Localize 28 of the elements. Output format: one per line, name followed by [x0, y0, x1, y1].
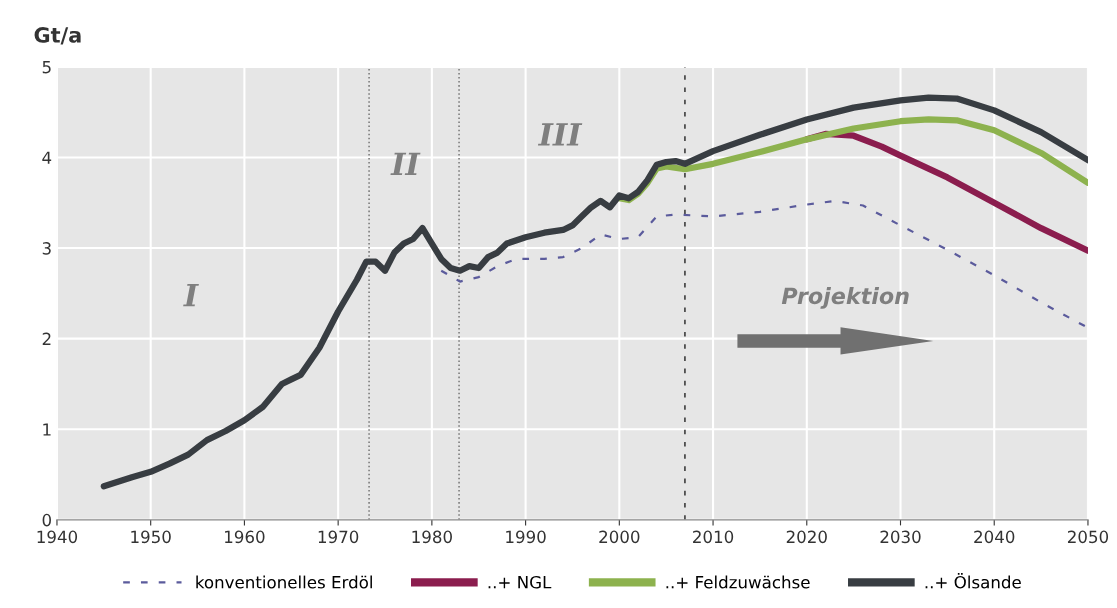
x-tick-label: 2040: [974, 530, 1015, 544]
x-tick-label: 1970: [318, 530, 359, 544]
annotation: III: [537, 123, 583, 146]
x-tick-label: 1940: [37, 530, 78, 544]
y-tick-label: 3: [42, 242, 51, 255]
y-axis-title: Gt/a: [34, 27, 81, 45]
x-tick-label: 2020: [786, 530, 827, 544]
x-tick-label: 2010: [693, 530, 734, 544]
x-tick-label: 2000: [599, 530, 640, 544]
y-tick-label: 4: [42, 151, 52, 164]
legend-label: ..+ NGL: [488, 575, 552, 589]
x-tick-label: 2050: [1067, 530, 1109, 544]
y-tick-label: 2: [42, 332, 51, 345]
legend-label: ..+ Feldzuwächse: [666, 575, 810, 589]
y-tick-label: 0: [42, 513, 51, 527]
x-tick-label: 1980: [412, 530, 452, 544]
line-series: [440, 199, 1088, 329]
annotation: I: [183, 284, 199, 307]
x-tick-label: 1960: [225, 530, 265, 544]
legend-label: konventionelles Erdöl: [196, 575, 372, 589]
annotation: Projektion: [781, 287, 909, 309]
x-tick-label: 1950: [131, 530, 171, 544]
annotation: II: [390, 152, 421, 175]
x-tick-label: 2030: [880, 530, 921, 544]
legend-label: ..+ Ölsande: [925, 573, 1021, 589]
x-tick-label: 1990: [506, 530, 546, 544]
y-tick-label: 5: [42, 61, 51, 74]
y-tick-label: 1: [43, 423, 51, 436]
